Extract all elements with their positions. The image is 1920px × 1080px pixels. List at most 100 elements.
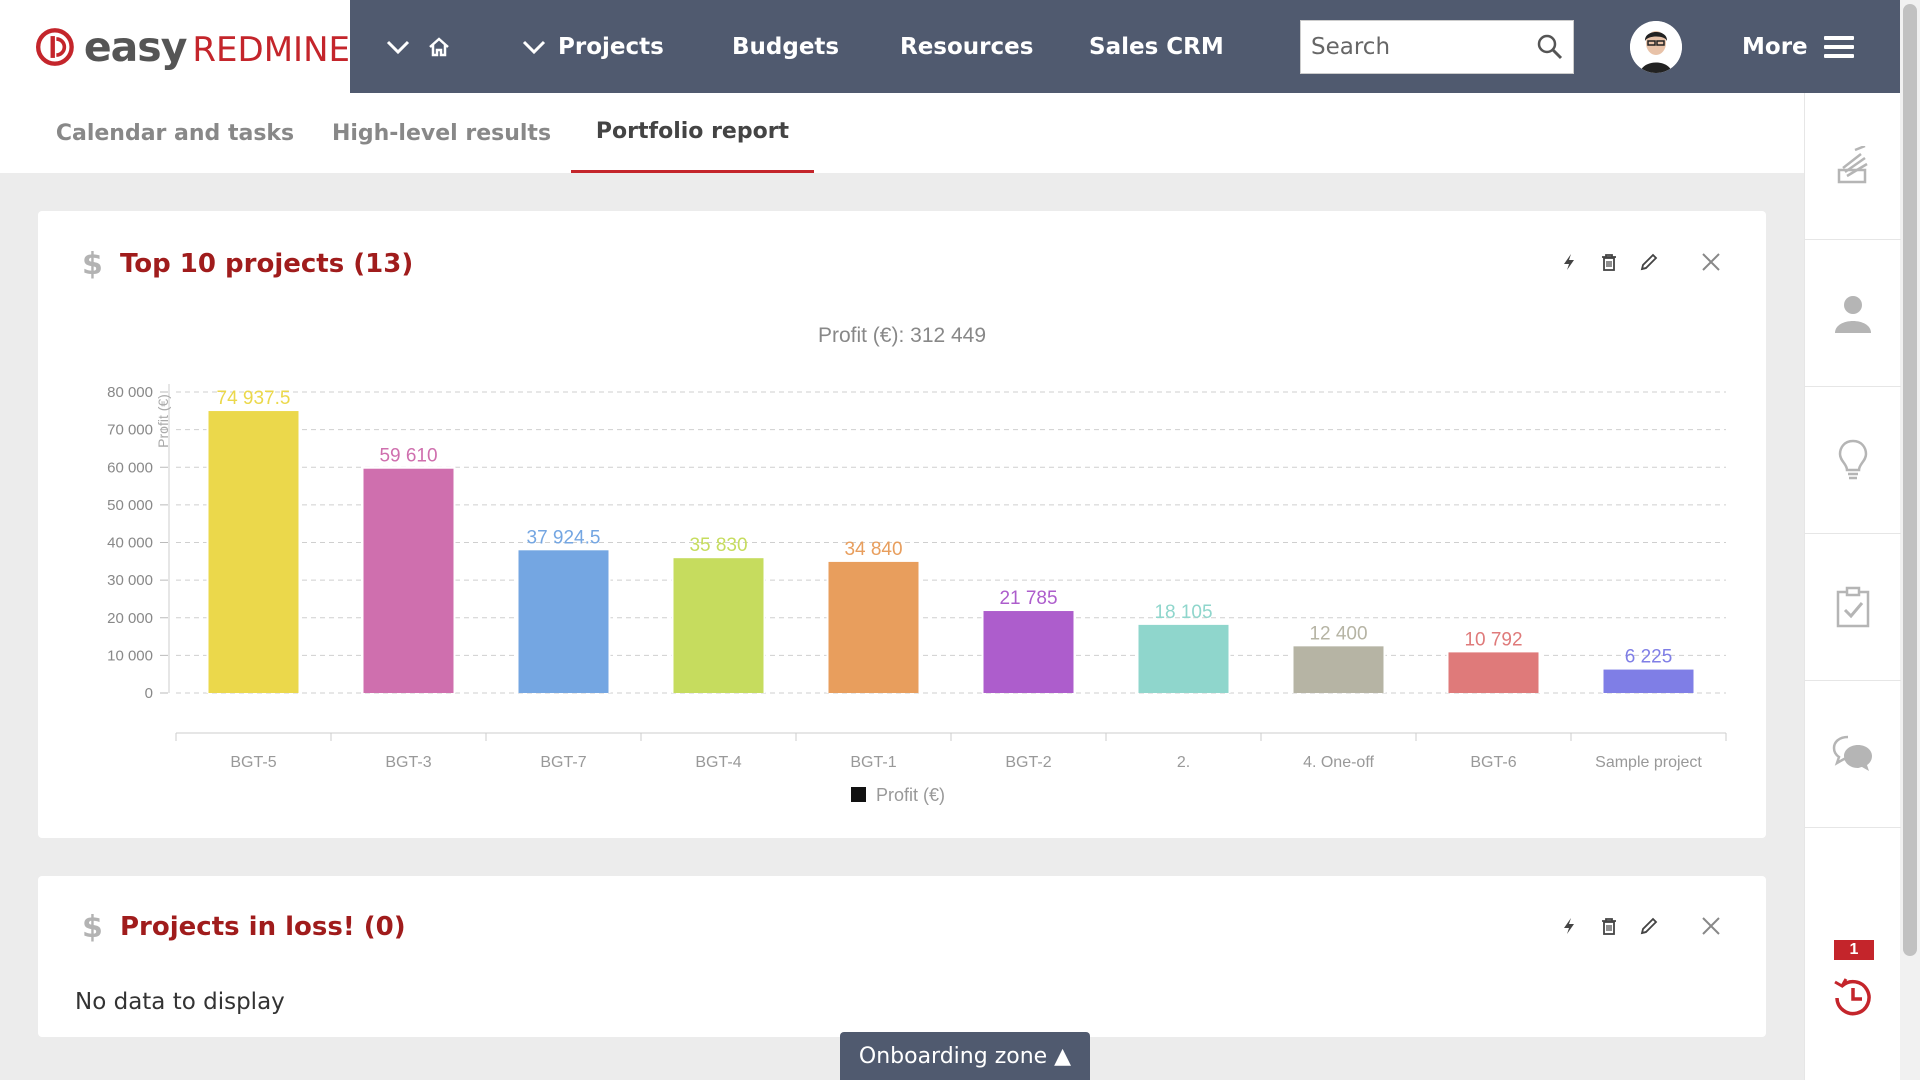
sidebar-activity-feed[interactable] <box>1805 93 1901 240</box>
close-icon <box>1702 253 1720 271</box>
clipboard-check-icon <box>1836 586 1870 628</box>
chart-title: Profit (€): 312 449 <box>817 324 987 347</box>
tab-label: High-level results <box>331 120 552 146</box>
bar-value-label: 34 840 <box>844 539 902 560</box>
onboarding-zone-toggle[interactable]: Onboarding zone ▲ <box>840 1032 1090 1080</box>
search-input[interactable] <box>1301 22 1521 72</box>
home-link[interactable] <box>428 0 450 93</box>
logo[interactable]: easy REDMINE <box>0 0 350 93</box>
user-avatar[interactable] <box>1630 21 1682 73</box>
delete-button[interactable] <box>1598 251 1620 273</box>
nav-projects-label: Projects <box>558 33 664 60</box>
nav-dropdown-toggle[interactable] <box>386 0 410 93</box>
more-menu-button[interactable]: More <box>1742 0 1854 93</box>
bar-sample-project <box>1603 669 1694 693</box>
nav-resources[interactable]: Resources <box>900 0 1033 93</box>
tab-high-level-results[interactable]: High-level results <box>323 93 560 173</box>
panel-title: Top 10 projects (13) <box>120 249 414 279</box>
lightning-icon <box>1564 254 1574 270</box>
bar-value-label: 18 105 <box>1154 602 1212 623</box>
refresh-button[interactable] <box>1558 915 1580 937</box>
bar-bgt-6 <box>1448 652 1539 693</box>
sidebar-chat[interactable] <box>1805 681 1901 828</box>
tab-label: Calendar and tasks <box>55 120 295 146</box>
sidebar-ideas[interactable] <box>1805 387 1901 534</box>
chat-bubbles-icon <box>1832 735 1872 771</box>
bar-value-label: 37 924.5 <box>527 527 601 548</box>
x-tick-label: BGT-6 <box>1470 754 1516 771</box>
sidebar-user[interactable] <box>1805 240 1901 387</box>
user-icon <box>1835 296 1871 333</box>
page-scrollbar[interactable] <box>1900 0 1920 1080</box>
chart-labels: 74 937.5 BGT-5 59 610 BGT-3 37 924.5 BGT-7 35 … <box>217 388 1703 805</box>
bar-2 <box>1138 624 1229 693</box>
y-tick-label: 70 000 <box>107 422 153 439</box>
pencil-icon <box>1640 253 1658 271</box>
sidebar-history[interactable] <box>1805 828 1901 1080</box>
chart-bars <box>206 409 1696 693</box>
y-tick-label: 30 000 <box>107 572 153 589</box>
empty-state-text: No data to display <box>75 989 285 1015</box>
logo-icon <box>36 27 74 66</box>
delete-button[interactable] <box>1598 915 1620 937</box>
x-tick-label: BGT-7 <box>540 754 586 771</box>
bar-bgt-5 <box>208 411 299 693</box>
tab-label: Portfolio report <box>595 119 790 144</box>
bar-value-label: 6 225 <box>1625 647 1673 668</box>
x-tick-label: 2. <box>1177 754 1190 771</box>
top-navigation-bar: easy REDMINE Projects Budgets Resources … <box>0 0 1900 93</box>
bar-bgt-1 <box>828 561 919 693</box>
edit-button[interactable] <box>1638 915 1660 937</box>
more-label: More <box>1742 33 1808 60</box>
top-projects-panel: $ Top 10 projects (13) Profit (€): 312 4… <box>38 211 1766 838</box>
dollar-icon: $ <box>82 910 103 945</box>
chevron-down-icon <box>386 40 410 54</box>
panel-toolbar <box>1558 915 1722 937</box>
bar-bgt-4 <box>673 558 764 693</box>
refresh-button[interactable] <box>1558 251 1580 273</box>
edit-button[interactable] <box>1638 251 1660 273</box>
bar-value-label: 12 400 <box>1309 623 1367 644</box>
y-tick-label: 80 000 <box>107 384 153 401</box>
nav-sales-crm-label: Sales CRM <box>1089 33 1224 60</box>
y-tick-label: 50 000 <box>107 497 153 514</box>
dollar-icon: $ <box>82 247 103 282</box>
x-tick-label: Sample project <box>1595 754 1702 771</box>
x-tick-label: BGT-3 <box>385 754 431 771</box>
hamburger-icon <box>1823 35 1854 58</box>
y-tick-label: 20 000 <box>107 610 153 627</box>
nav-projects[interactable]: Projects <box>522 0 664 93</box>
bar-bgt-7 <box>518 550 609 693</box>
bar-bgt-2 <box>983 611 1074 693</box>
y-tick-label: 60 000 <box>107 459 153 476</box>
y-tick-label: 40 000 <box>107 535 153 552</box>
profit-bar-chart: 0 10 000 20 000 30 000 40 000 50 000 60 000 70 … <box>107 384 1727 805</box>
y-tick-label: 10 000 <box>107 647 153 664</box>
sidebar-tasks[interactable] <box>1805 534 1901 681</box>
chart-axes: 0 10 000 20 000 30 000 40 000 50 000 60 000 70 … <box>107 384 1727 741</box>
tab-calendar-and-tasks[interactable]: Calendar and tasks <box>46 93 304 173</box>
x-tick-label: BGT-5 <box>230 754 276 771</box>
bar-value-label: 21 785 <box>999 588 1057 609</box>
scrollbar-thumb[interactable] <box>1903 4 1917 956</box>
nav-budgets[interactable]: Budgets <box>732 0 839 93</box>
bar-value-label: 74 937.5 <box>217 388 291 409</box>
logo-brand: REDMINE <box>192 29 350 70</box>
chevron-down-icon <box>522 40 546 54</box>
nav-sales-crm[interactable]: Sales CRM <box>1089 0 1224 93</box>
tab-portfolio-report[interactable]: Portfolio report <box>571 93 814 173</box>
legend-swatch <box>851 787 866 802</box>
y-tick-label: 0 <box>145 685 153 702</box>
x-tick-label: BGT-2 <box>1005 754 1051 771</box>
search-icon[interactable] <box>1537 34 1563 60</box>
logo-easy: easy <box>83 22 188 71</box>
close-icon <box>1702 917 1720 935</box>
activity-feed-icon <box>1837 146 1868 184</box>
x-tick-label: BGT-4 <box>695 754 741 771</box>
bar-value-label: 35 830 <box>689 535 747 556</box>
history-icon <box>1834 978 1871 1016</box>
close-button[interactable] <box>1700 251 1722 273</box>
nav-budgets-label: Budgets <box>732 33 840 60</box>
search-box <box>1300 20 1574 74</box>
close-button[interactable] <box>1700 915 1722 937</box>
